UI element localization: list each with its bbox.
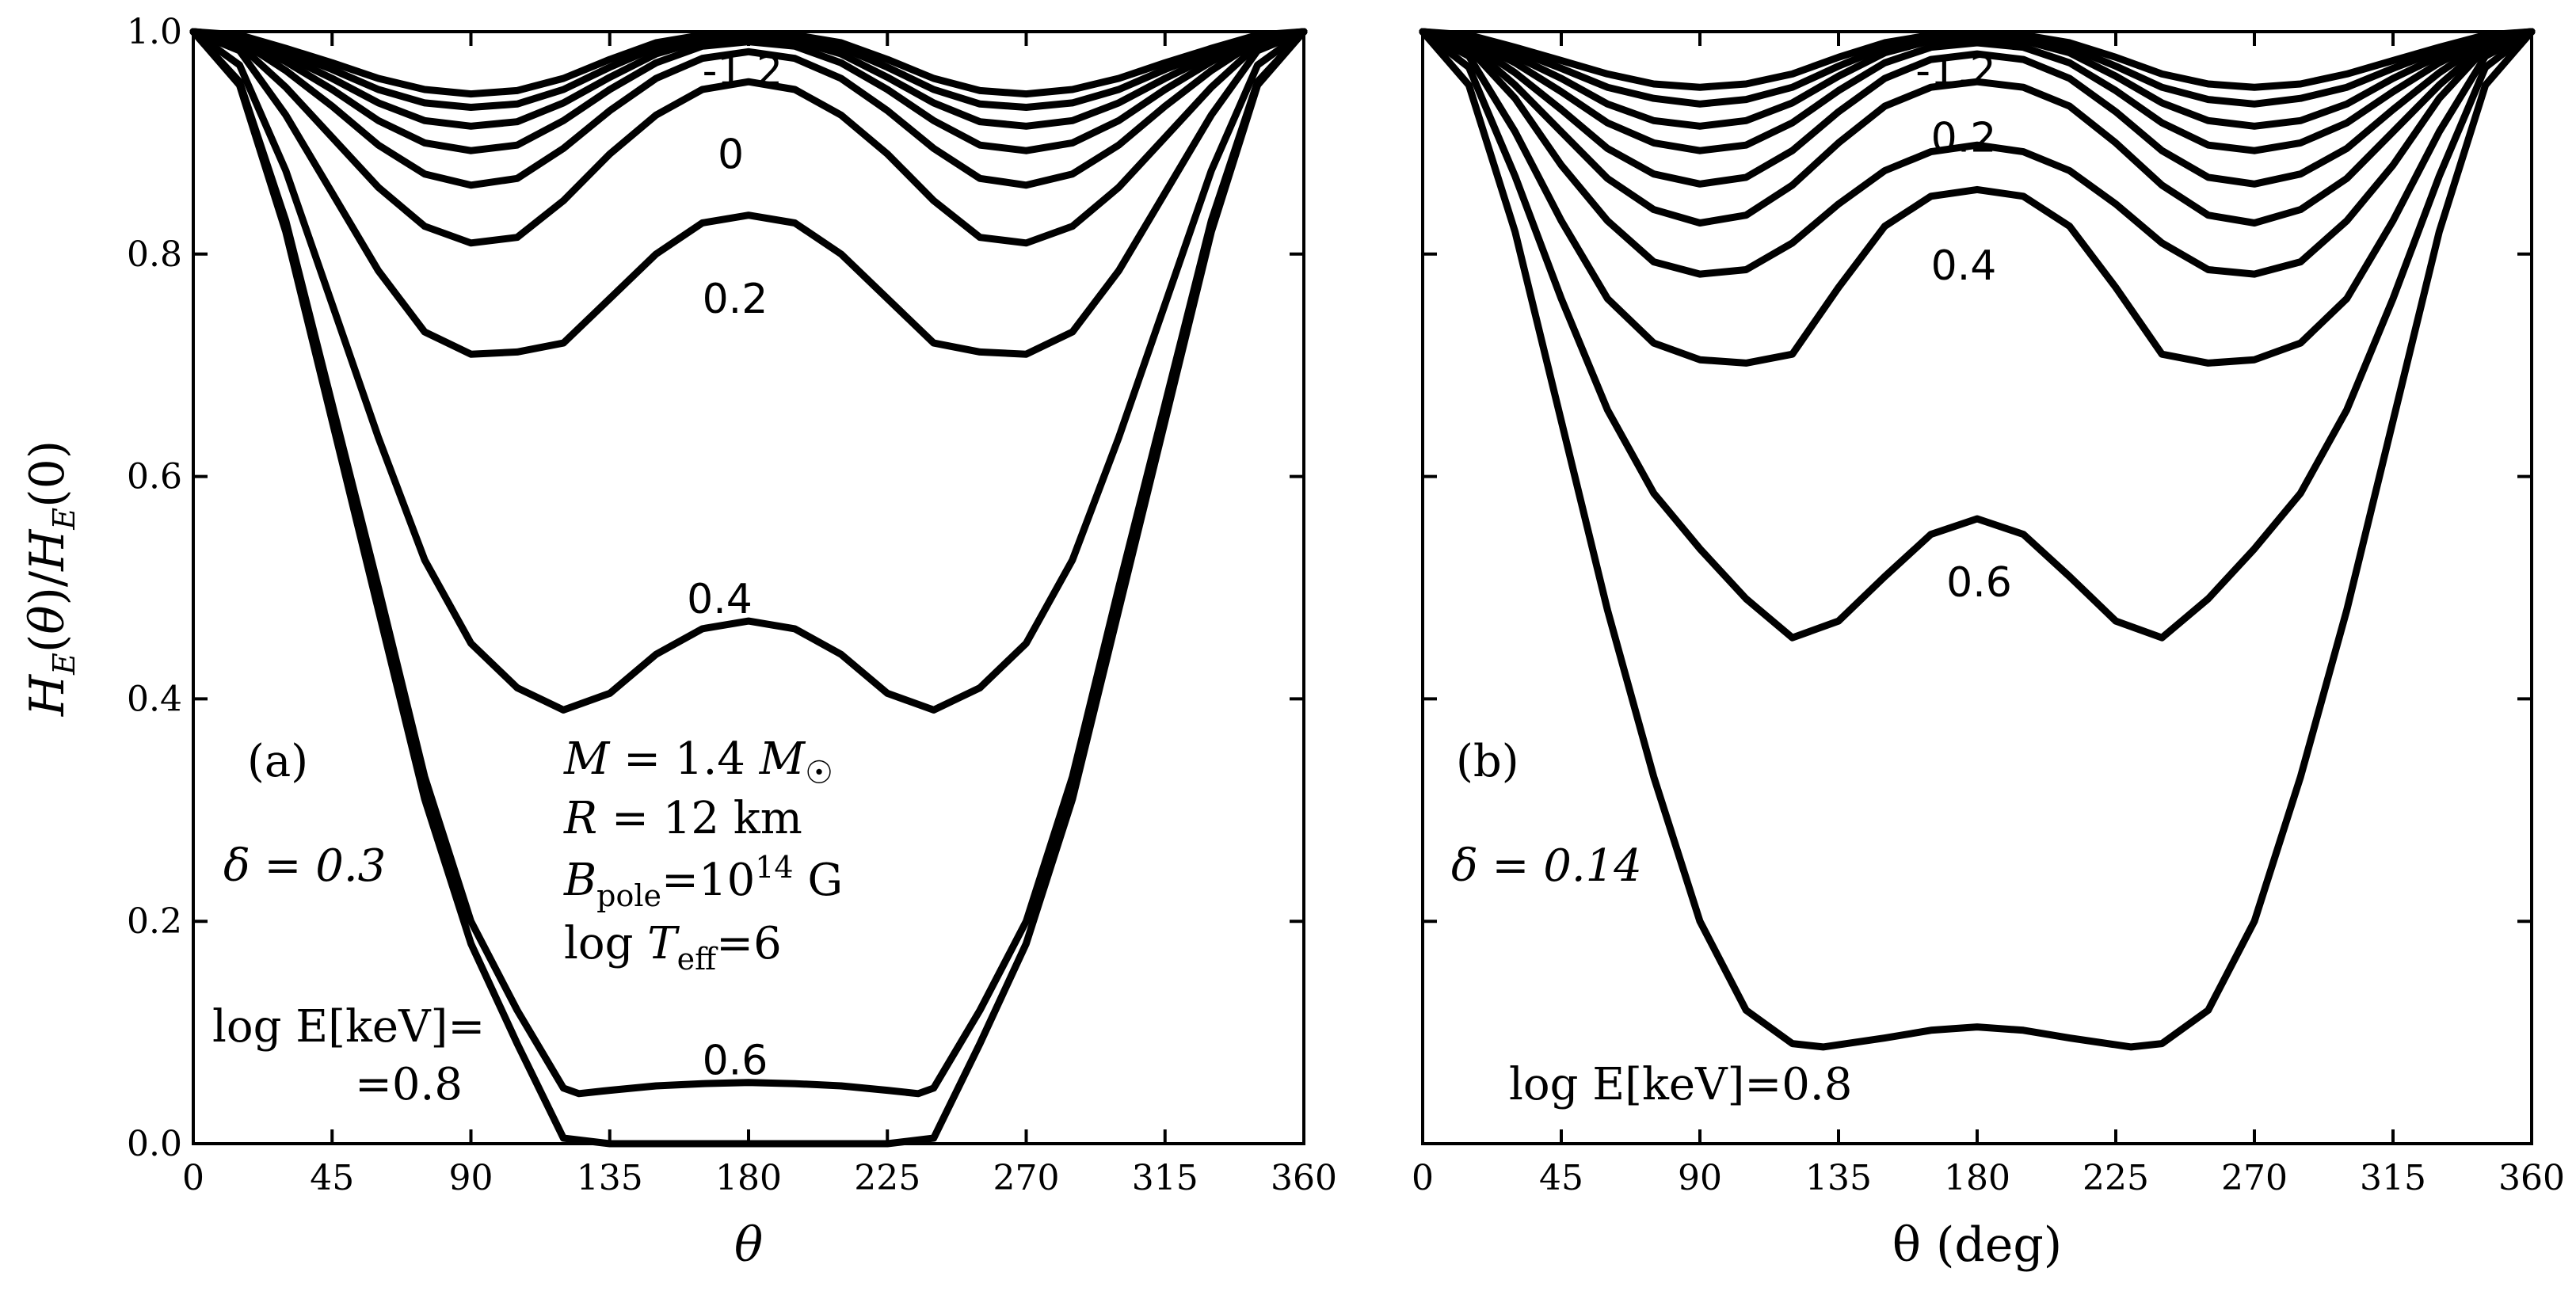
y-axis-label: HE(θ)/HE(0) (20, 440, 82, 717)
x-tick-label: 0 (1412, 1158, 1434, 1198)
x-tick-label: 45 (310, 1158, 354, 1198)
x-tick-labels: 0 45 90 135 180 225 270 315 360 (1412, 1158, 2565, 1198)
curve-label: -1.2 (1915, 48, 1995, 95)
panel-a: HE(θ)/HE(0) 0.0 0.2 0.4 0.6 0.8 1.0 0 45 90 135 1… (20, 12, 1337, 1273)
curve-logE--0.4 (189, 28, 1308, 189)
curve-logE--0.2 (1419, 28, 2536, 227)
x-tick-label: 315 (1132, 1158, 1198, 1198)
bfield-label: Bpole=1014 G (563, 850, 843, 913)
energy-label: log E[keV]=0.8 (1509, 1059, 1852, 1110)
curve-label: 0.2 (1931, 114, 1997, 162)
curve-labels: -1.2 0 0.2 0.4 0.6 (687, 48, 783, 1085)
x-axis-label: θ (734, 1217, 763, 1273)
x-tick-labels: 0 45 90 135 180 225 270 315 360 (182, 1158, 1337, 1198)
curves (1419, 28, 2536, 1051)
energy-label-line2: =0.8 (355, 1059, 463, 1110)
x-tick-label: 270 (993, 1158, 1060, 1198)
x-tick-label: 135 (577, 1158, 643, 1198)
y-tick-label: 1.0 (127, 12, 182, 52)
curve-logE-0.4 (189, 28, 1308, 714)
y-tick-label: 0.0 (127, 1124, 182, 1164)
x-tick-label: 90 (449, 1158, 493, 1198)
x-tick-label: 90 (1678, 1158, 1722, 1198)
teff-label: log Teff=6 (564, 918, 782, 977)
x-tick-label: 225 (854, 1158, 920, 1198)
curve-label: -1.2 (703, 48, 783, 95)
plot-frame (192, 30, 1305, 1145)
delta-label: δ = 0.3 (223, 840, 386, 892)
curve-logE--0.8 (189, 28, 1308, 130)
curve-label: 0.4 (687, 576, 753, 623)
curve-label: 0.6 (703, 1038, 768, 1085)
curve-label: 0.4 (1931, 242, 1997, 290)
panel-label: (a) (247, 736, 308, 787)
x-tick-label: 225 (2083, 1158, 2149, 1198)
curve-label: 0.6 (1946, 559, 2012, 607)
panel-label: (b) (1456, 736, 1519, 787)
x-tick-label: 180 (1944, 1158, 2010, 1198)
curve-logE--0.8 (1419, 28, 2536, 130)
y-tick-label: 0.8 (127, 234, 182, 275)
curve-label: 0.2 (703, 276, 768, 323)
y-tick-label: 0.2 (127, 901, 182, 942)
curve-logE-0.4 (1419, 28, 2536, 642)
curve-logE-0.2 (1419, 28, 2536, 367)
curve-logE--0.6 (1419, 28, 2536, 154)
y-tick-label: 0.6 (127, 457, 182, 497)
curve-logE--0.6 (189, 28, 1308, 154)
x-tick-label: 135 (1805, 1158, 1872, 1198)
x-axis-label: θ (deg) (1892, 1217, 2062, 1273)
curve-logE--0.4 (1419, 28, 2536, 188)
energy-label-line1: log E[keV]= (212, 1001, 485, 1053)
x-tick-label: 180 (715, 1158, 782, 1198)
y-tick-labels: 0.0 0.2 0.4 0.6 0.8 1.0 (127, 12, 182, 1164)
curve-logE-0.8 (1419, 28, 2536, 1051)
curve-logE-0 (189, 28, 1308, 247)
x-tick-label: 0 (182, 1158, 204, 1198)
x-tick-label: 45 (1539, 1158, 1583, 1198)
radius-label: R = 12 km (563, 793, 802, 844)
x-tick-label: 360 (2498, 1158, 2565, 1198)
curve-logE-0 (1419, 28, 2536, 278)
plot-frame (1421, 30, 2533, 1145)
panel-b: 0 45 90 135 180 225 270 315 360 θ (deg) (b) δ = … (1412, 28, 2565, 1273)
curve-labels: -1.2 0.2 0.4 0.6 (1915, 48, 2012, 607)
x-tick-label: 315 (2360, 1158, 2426, 1198)
curve-label: 0 (718, 131, 744, 178)
x-tick-label: 270 (2221, 1158, 2288, 1198)
y-tick-label: 0.4 (127, 679, 182, 719)
delta-label: δ = 0.14 (1451, 840, 1642, 892)
x-tick-label: 360 (1271, 1158, 1337, 1198)
curve-logE-0.2 (189, 28, 1308, 358)
mass-label: M = 1.4 M☉ (563, 733, 833, 791)
curve-logE-0.6 (189, 28, 1308, 1098)
